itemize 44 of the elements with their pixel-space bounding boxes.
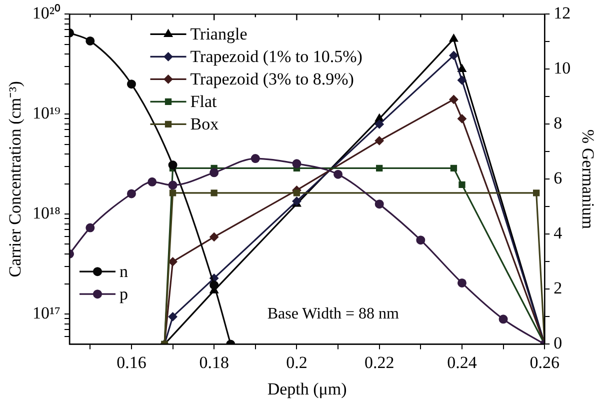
y2-axis-title: % Germanium <box>578 129 598 230</box>
y-tick-label: 10¹⁸ <box>32 204 61 223</box>
y2-tick-label: 4 <box>554 224 563 243</box>
point <box>126 80 136 89</box>
point <box>126 189 136 198</box>
point <box>168 180 178 190</box>
point <box>210 280 219 290</box>
point <box>498 314 508 324</box>
y-axis-title: Carrier Concentration (cm⁻³) <box>6 81 25 278</box>
point <box>334 170 343 179</box>
x-tick-label: 0.22 <box>364 352 394 372</box>
legend-label: Box <box>190 114 220 134</box>
y2-tick-label: 10 <box>554 58 571 78</box>
point <box>210 168 219 178</box>
y2-tick-label: 0 <box>554 334 562 353</box>
x-tick-label: 0.16 <box>116 352 146 372</box>
annotation: Base Width = 88 nm <box>267 306 400 323</box>
point <box>292 159 302 168</box>
x-tick-label: 0.18 <box>199 352 229 372</box>
x-tick-label: 0.26 <box>530 352 560 372</box>
point <box>457 278 466 288</box>
legend-label: Trapezoid (3% to 8.9%) <box>190 70 354 89</box>
y-tick-label: 10¹⁷ <box>32 304 61 323</box>
x-axis-title: Depth (μm) <box>267 379 347 398</box>
point <box>86 36 95 46</box>
y2-tick-label: 6 <box>554 168 562 188</box>
y-tick-label: 10²⁰ <box>32 4 60 23</box>
legend-label: n <box>119 262 128 282</box>
x-tick-label: 0.2 <box>286 352 308 372</box>
y2-tick-label: 2 <box>554 278 562 298</box>
point <box>168 160 178 170</box>
point <box>250 154 260 164</box>
point <box>416 236 426 245</box>
point <box>148 177 157 186</box>
legend-label: p <box>119 284 128 304</box>
legend-label: Triangle <box>190 24 248 44</box>
point <box>86 223 95 232</box>
y-tick-label: 10¹⁹ <box>32 104 61 123</box>
x-tick-label: 0.24 <box>447 352 478 372</box>
y2-tick-label: 8 <box>554 114 562 133</box>
point <box>374 200 384 209</box>
legend-label: Trapezoid (1% to 10.5%) <box>190 47 362 66</box>
y2-tick-label: 12 <box>554 4 571 23</box>
legend-label: Flat <box>190 92 217 112</box>
